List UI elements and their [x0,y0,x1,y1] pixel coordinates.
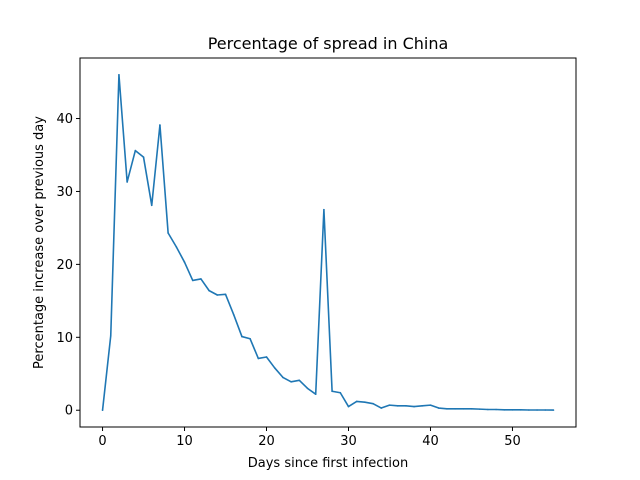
x-tick-label: 30 [340,434,357,449]
data-point [109,335,112,337]
data-point [241,335,243,338]
data-point [503,409,506,411]
y-tick-label: 0 [65,404,73,419]
data-point [282,376,284,379]
x-tick-label: 0 [98,434,106,449]
data-point [331,390,333,393]
y-tick-label: 10 [56,331,73,346]
data-point [355,400,358,403]
data-point [347,405,350,408]
data-point [118,73,120,76]
data-point [323,208,325,211]
data-point [429,404,432,406]
data-point [183,261,186,263]
y-axis-ticks: 0 10 20 30 40 [56,112,80,419]
data-point [191,279,194,282]
data-point [519,409,522,411]
data-point [462,407,465,410]
x-axis-ticks: 0 10 20 30 40 50 [98,427,521,449]
y-tick-label: 20 [56,258,73,273]
data-point [544,409,547,411]
data-point [273,367,276,369]
data-point [257,357,260,360]
data-point [265,356,268,358]
data-point [454,407,456,410]
data-point [200,278,202,280]
data-point [528,409,530,411]
x-axis-label: Days since first infection [248,456,409,471]
data-point [413,405,415,408]
data-point [495,408,497,411]
data-point [364,401,366,404]
data-point [232,313,235,316]
data-point [380,407,383,409]
data-point [306,387,309,390]
y-tick-label: 40 [56,112,73,127]
data-point [159,124,161,126]
data-point [470,407,473,410]
data-point [437,407,440,409]
data-point [167,232,169,234]
data-point [552,409,555,411]
data-point [208,289,210,292]
data-point [150,204,153,207]
data-point [405,405,407,407]
data-point [511,409,514,411]
data-point [536,409,538,411]
data-point [175,246,178,248]
chart-title: Percentage of spread in China [208,34,449,53]
data-point [216,294,219,296]
data-point [487,408,489,411]
y-axis-label: Percentage increase over previous day [32,116,47,369]
data-point [101,409,104,412]
data-points [101,73,555,412]
x-tick-label: 40 [422,434,439,449]
data-point [142,156,145,158]
data-point [446,407,448,410]
data-point [478,408,481,410]
data-point [314,393,317,395]
data-point [372,402,374,405]
data-point [421,405,424,407]
data-point [298,379,301,382]
data-point [134,149,137,152]
x-tick-label: 50 [504,434,521,449]
x-tick-label: 20 [258,434,275,449]
data-point [224,293,227,296]
data-point [126,181,128,183]
data-point [249,337,251,340]
plot-frame [79,57,577,428]
data-point [388,404,391,406]
data-point [396,405,399,407]
x-tick-label: 10 [176,434,193,449]
y-tick-label: 30 [56,185,73,200]
series-line [101,73,554,411]
data-point [290,380,292,383]
data-point [339,391,342,394]
